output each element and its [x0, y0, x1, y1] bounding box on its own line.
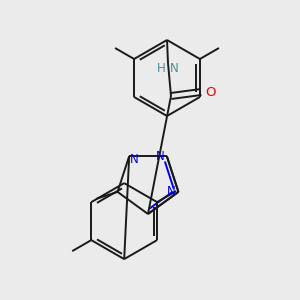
Text: H: H [157, 61, 165, 74]
Text: N: N [169, 61, 178, 74]
Text: O: O [206, 85, 216, 98]
Text: N: N [167, 185, 176, 198]
Text: N: N [130, 153, 139, 166]
Text: N: N [155, 150, 164, 163]
